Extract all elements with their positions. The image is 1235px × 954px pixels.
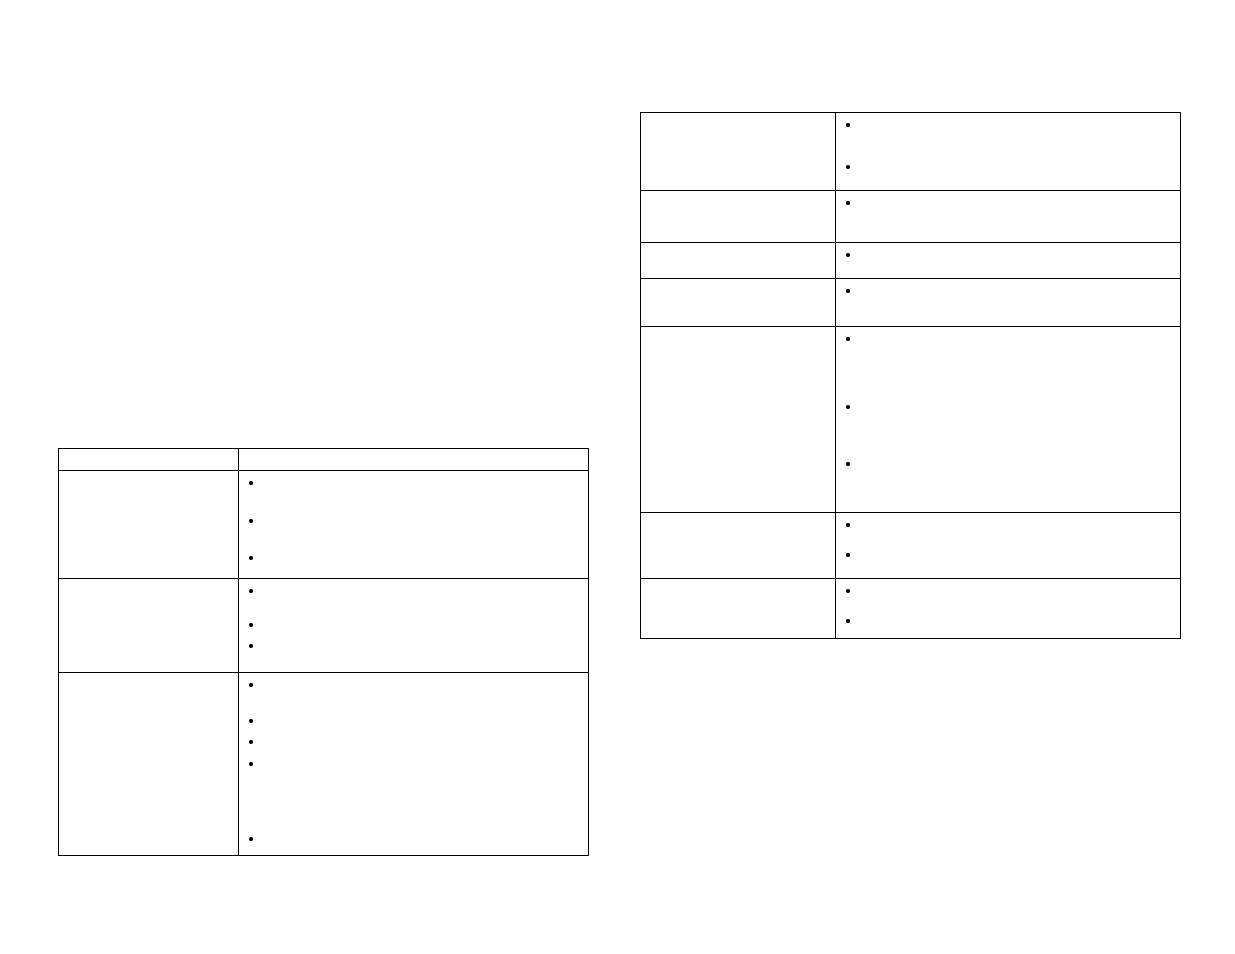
bullet-item (263, 734, 582, 750)
bullet-list (842, 195, 1174, 211)
left-table-header-col1 (59, 449, 239, 471)
bullet-item (263, 831, 582, 847)
left-table-row (59, 579, 589, 673)
right-table-row-bullets-cell (836, 191, 1181, 243)
bullet-list (842, 247, 1174, 263)
right-table-row-label (641, 513, 836, 579)
bullet-list (842, 117, 1174, 174)
right-table-row (641, 243, 1181, 279)
right-table-row-bullets-cell (836, 327, 1181, 513)
bullet-list (842, 283, 1174, 299)
left-table-header-row (59, 449, 589, 471)
right-table-row-label (641, 191, 836, 243)
bullet-list (842, 583, 1174, 628)
bullet-list (245, 475, 582, 566)
right-table-row (641, 191, 1181, 243)
right-table-row-label (641, 327, 836, 513)
bullet-item (263, 617, 582, 633)
left-table-row-label (59, 471, 239, 579)
bullet-item (263, 583, 582, 599)
bullet-item (860, 613, 1174, 629)
bullet-list (245, 583, 582, 654)
left-table-row-label (59, 673, 239, 856)
right-table-row-label (641, 113, 836, 191)
bullet-item (860, 583, 1174, 599)
right-table-row (641, 513, 1181, 579)
right-table-row-bullets-cell (836, 243, 1181, 279)
bullet-item (860, 283, 1174, 299)
right-table-row (641, 327, 1181, 513)
bullet-item (263, 550, 582, 566)
left-table-row-bullets-cell (239, 471, 589, 579)
bullet-list (842, 517, 1174, 562)
bullet-item (263, 638, 582, 654)
bullet-item (860, 247, 1174, 263)
bullet-item (860, 195, 1174, 211)
bullet-list (842, 331, 1174, 472)
bullet-item (263, 713, 582, 729)
right-table-row-label (641, 579, 836, 639)
bullet-item (263, 513, 582, 529)
left-table-row-label (59, 579, 239, 673)
right-table-row-bullets-cell (836, 113, 1181, 191)
bullet-item (263, 475, 582, 491)
right-table-row-label (641, 243, 836, 279)
bullet-item (860, 547, 1174, 563)
right-table-row (641, 579, 1181, 639)
left-table-header-col2 (239, 449, 589, 471)
left-table-row-bullets-cell (239, 579, 589, 673)
right-table-row-bullets-cell (836, 513, 1181, 579)
right-table (640, 112, 1181, 639)
bullet-list (245, 677, 582, 847)
right-table-row-bullets-cell (836, 279, 1181, 327)
page (0, 0, 1235, 954)
right-table-row-bullets-cell (836, 579, 1181, 639)
left-table-row-bullets-cell (239, 673, 589, 856)
right-table-row (641, 113, 1181, 191)
bullet-item (860, 517, 1174, 533)
bullet-item (860, 456, 1174, 472)
bullet-item (860, 331, 1174, 347)
left-table-row (59, 673, 589, 856)
left-table (58, 448, 589, 856)
bullet-item (263, 756, 582, 772)
right-table-row (641, 279, 1181, 327)
left-table-row (59, 471, 589, 579)
bullet-item (860, 159, 1174, 175)
bullet-item (860, 117, 1174, 133)
bullet-item (263, 677, 582, 693)
right-table-row-label (641, 279, 836, 327)
bullet-item (860, 399, 1174, 415)
